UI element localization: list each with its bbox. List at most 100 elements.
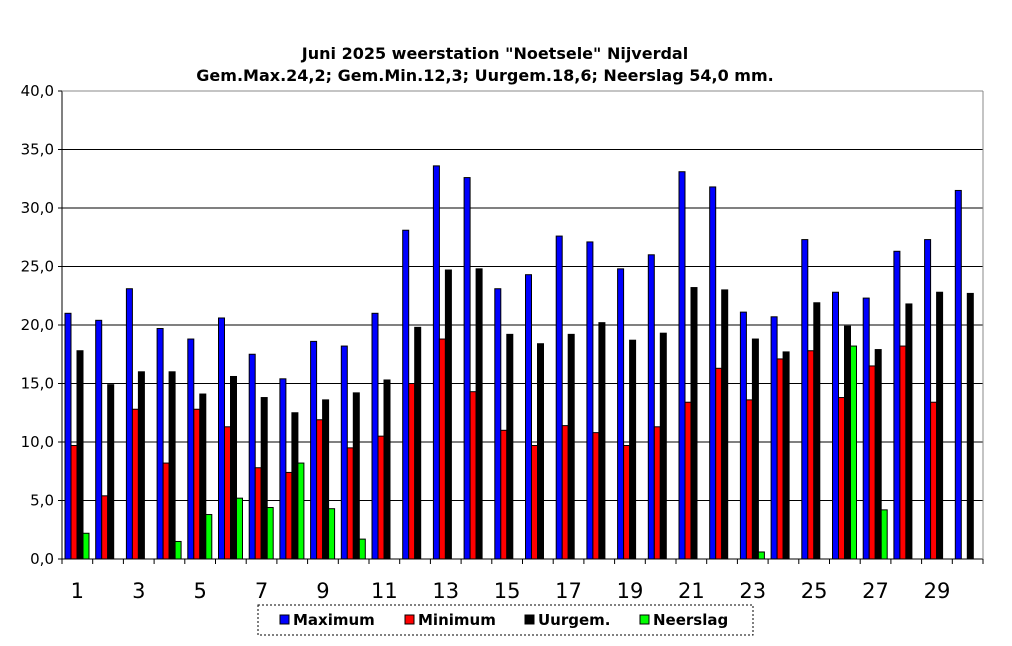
bar-maximum-16 (525, 274, 532, 560)
bar-minimum-26 (838, 397, 845, 560)
bar-maximum-25 (801, 239, 809, 560)
bar-uurgem-21 (690, 287, 698, 560)
legend-label-maximum: Maximum (293, 611, 375, 629)
bar-minimum-2 (101, 495, 109, 560)
bar-maximum-26 (832, 291, 839, 560)
bar-maximum-22 (709, 186, 717, 560)
bar-uurgem-17 (567, 333, 575, 560)
bar-minimum-8 (285, 471, 293, 560)
bar-uurgem-2 (107, 384, 115, 560)
bar-minimum-23 (745, 399, 753, 560)
bar-minimum-4 (162, 462, 170, 560)
bar-uurgem-5 (199, 393, 207, 560)
bar-minimum-6 (224, 426, 231, 560)
x-tick-label: 17 (555, 579, 582, 603)
x-tick-label: 7 (255, 579, 268, 603)
bar-uurgem-25 (813, 302, 821, 560)
bar-maximum-2 (95, 319, 103, 560)
bar-uurgem-11 (383, 379, 391, 560)
x-tick-label: 21 (678, 579, 705, 603)
bar-maximum-19 (617, 268, 625, 560)
bar-minimum-9 (316, 419, 324, 560)
legend-swatch-neerslag (639, 614, 650, 625)
legend-box (257, 604, 754, 636)
legend-label-uurgem: Uurgem. (538, 611, 611, 629)
bar-maximum-6 (218, 317, 225, 560)
bar-neerslag-27 (880, 509, 888, 560)
bar-uurgem-20 (659, 332, 667, 560)
bar-maximum-4 (156, 328, 164, 560)
bar-maximum-17 (555, 235, 563, 560)
bar-minimum-22 (715, 367, 723, 560)
x-tick-label: 13 (432, 579, 459, 603)
bar-maximum-23 (739, 311, 747, 560)
bar-maximum-9 (310, 340, 318, 560)
bar-minimum-11 (377, 435, 385, 560)
bar-minimum-15 (500, 429, 508, 560)
y-tick-label: 10,0 (21, 433, 54, 451)
y-tick-label: 40,0 (21, 82, 54, 100)
bar-uurgem-19 (629, 339, 637, 560)
bar-maximum-14 (463, 177, 471, 560)
bar-uurgem-4 (168, 371, 176, 560)
bar-minimum-18 (592, 432, 600, 560)
bar-uurgem-12 (414, 326, 422, 560)
y-axis-ticks: 0,0 5,0 10,0 15,0 20,0 25,0 30,0 35,0 40,0 (21, 82, 62, 568)
bar-uurgem-8 (291, 412, 299, 560)
bar-maximum-13 (432, 165, 440, 560)
x-tick-label: 1 (71, 579, 84, 603)
bar-maximum-1 (64, 312, 72, 560)
bar-minimum-19 (623, 445, 631, 560)
bar-maximum-11 (371, 312, 379, 560)
bar-minimum-13 (438, 338, 446, 560)
y-tick-label: 30,0 (21, 199, 54, 217)
bar-uurgem-1 (76, 350, 84, 560)
x-tick-label: 25 (801, 579, 828, 603)
bar-uurgem-23 (751, 338, 759, 560)
bar-minimum-10 (346, 447, 354, 560)
x-axis-ticks: 1 3 5 7 9 11 13 15 17 19 21 23 25 27 29 (61, 559, 984, 603)
x-tick-label: 9 (316, 579, 329, 603)
bar-maximum-20 (647, 254, 655, 560)
bar-maximum-21 (678, 171, 686, 560)
y-tick-label: 15,0 (21, 375, 54, 393)
bar-maximum-10 (340, 345, 348, 560)
bar-uurgem-18 (598, 322, 606, 560)
legend-swatch-minimum (404, 614, 415, 625)
legend-label-neerslag: Neerslag (653, 611, 728, 629)
x-tick-label: 23 (739, 579, 766, 603)
bar-minimum-17 (561, 425, 569, 560)
x-tick-label: 5 (193, 579, 206, 603)
bar-minimum-25 (807, 350, 815, 560)
legend-swatch-uurgem (524, 614, 535, 625)
bar-uurgem-16 (537, 343, 544, 560)
chart-title: Juni 2025 weerstation "Noetsele" Nijverd… (301, 44, 688, 63)
bar-uurgem-27 (874, 349, 882, 560)
x-tick-label: 29 (924, 579, 951, 603)
bar-maximum-30 (954, 189, 962, 560)
bar-uurgem-24 (782, 351, 790, 560)
bar-maximum-8 (279, 378, 287, 560)
bar-minimum-27 (868, 365, 876, 560)
x-tick-label: 27 (862, 579, 889, 603)
bar-minimum-5 (193, 408, 201, 560)
bar-maximum-12 (402, 229, 410, 560)
bar-uurgem-13 (444, 269, 452, 560)
bar-minimum-20 (653, 426, 661, 560)
bar-minimum-14 (469, 391, 477, 560)
y-tick-label: 0,0 (30, 550, 54, 568)
bar-uurgem-14 (475, 268, 483, 560)
bar-uurgem-3 (137, 371, 145, 560)
bar-neerslag-5 (205, 514, 213, 560)
bar-minimum-16 (531, 445, 538, 560)
bar-maximum-28 (893, 250, 901, 560)
x-tick-label: 19 (617, 579, 644, 603)
bar-neerslag-6 (236, 497, 243, 560)
bar-neerslag-26 (850, 345, 857, 560)
bar-uurgem-10 (352, 392, 360, 560)
bar-neerslag-10 (358, 538, 366, 560)
chart-subtitle: Gem.Max.24,2; Gem.Min.12,3; Uurgem.18,6;… (196, 66, 773, 85)
bar-maximum-29 (924, 239, 932, 560)
x-tick-label: 3 (132, 579, 145, 603)
